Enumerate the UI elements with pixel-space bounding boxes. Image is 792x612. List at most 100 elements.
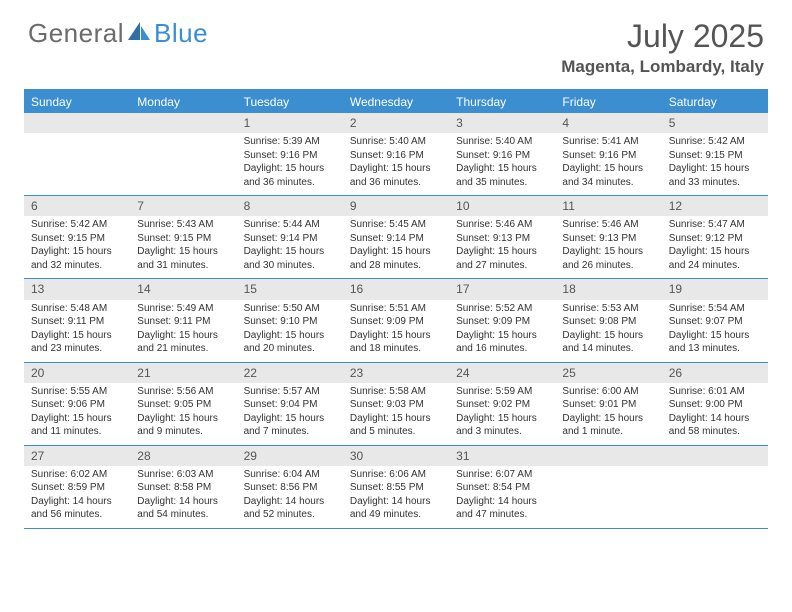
day-line: Sunset: 9:16 PM (456, 149, 548, 163)
day-line: Sunset: 9:13 PM (456, 232, 548, 246)
day-line: Daylight: 15 hours (244, 329, 336, 343)
day-number: 30 (343, 446, 449, 466)
day-line: Sunset: 8:54 PM (456, 481, 548, 495)
day-line: Sunrise: 5:43 AM (137, 218, 229, 232)
day-text: Sunrise: 6:00 AMSunset: 9:01 PMDaylight:… (555, 383, 661, 445)
day-line: Sunrise: 5:42 AM (31, 218, 123, 232)
day-line: Sunset: 9:15 PM (31, 232, 123, 246)
day-number (24, 113, 130, 133)
header: General Blue July 2025 Magenta, Lombardy… (0, 0, 792, 85)
calendar-cell (555, 446, 661, 528)
calendar-cell: 7Sunrise: 5:43 AMSunset: 9:15 PMDaylight… (130, 196, 236, 278)
calendar-cell: 26Sunrise: 6:01 AMSunset: 9:00 PMDayligh… (662, 363, 768, 445)
calendar-cell: 5Sunrise: 5:42 AMSunset: 9:15 PMDaylight… (662, 113, 768, 195)
day-line: Sunset: 8:56 PM (244, 481, 336, 495)
page-title: July 2025 (561, 18, 764, 55)
calendar-cell: 27Sunrise: 6:02 AMSunset: 8:59 PMDayligh… (24, 446, 130, 528)
day-number: 26 (662, 363, 768, 383)
day-line: Sunrise: 6:00 AM (562, 385, 654, 399)
day-line: and 32 minutes. (31, 259, 123, 273)
calendar-cell: 29Sunrise: 6:04 AMSunset: 8:56 PMDayligh… (237, 446, 343, 528)
day-line: and 7 minutes. (244, 425, 336, 439)
day-line: Sunset: 9:11 PM (31, 315, 123, 329)
calendar-cell: 6Sunrise: 5:42 AMSunset: 9:15 PMDaylight… (24, 196, 130, 278)
day-line: Sunrise: 6:01 AM (669, 385, 761, 399)
day-line: and 1 minute. (562, 425, 654, 439)
day-line: and 34 minutes. (562, 176, 654, 190)
calendar-cell: 15Sunrise: 5:50 AMSunset: 9:10 PMDayligh… (237, 279, 343, 361)
day-number: 16 (343, 279, 449, 299)
day-line: Daylight: 15 hours (137, 412, 229, 426)
day-line: Sunset: 9:04 PM (244, 398, 336, 412)
dayhead-wed: Wednesday (343, 91, 449, 113)
day-number: 1 (237, 113, 343, 133)
calendar-body: 1Sunrise: 5:39 AMSunset: 9:16 PMDaylight… (24, 113, 768, 529)
day-text: Sunrise: 5:42 AMSunset: 9:15 PMDaylight:… (24, 216, 130, 278)
day-number: 24 (449, 363, 555, 383)
day-number: 19 (662, 279, 768, 299)
day-line: Daylight: 14 hours (669, 412, 761, 426)
day-number: 18 (555, 279, 661, 299)
day-line: Sunrise: 5:58 AM (350, 385, 442, 399)
day-line: Sunset: 9:05 PM (137, 398, 229, 412)
day-line: and 30 minutes. (244, 259, 336, 273)
day-text (662, 466, 768, 524)
day-number: 25 (555, 363, 661, 383)
day-line: Sunrise: 5:49 AM (137, 302, 229, 316)
calendar-week: 1Sunrise: 5:39 AMSunset: 9:16 PMDaylight… (24, 113, 768, 196)
day-line: Sunrise: 6:02 AM (31, 468, 123, 482)
day-text: Sunrise: 6:07 AMSunset: 8:54 PMDaylight:… (449, 466, 555, 528)
calendar-cell: 24Sunrise: 5:59 AMSunset: 9:02 PMDayligh… (449, 363, 555, 445)
day-text: Sunrise: 6:03 AMSunset: 8:58 PMDaylight:… (130, 466, 236, 528)
day-line: Sunset: 9:07 PM (669, 315, 761, 329)
calendar-cell: 18Sunrise: 5:53 AMSunset: 9:08 PMDayligh… (555, 279, 661, 361)
day-line: Daylight: 15 hours (31, 245, 123, 259)
day-line: and 23 minutes. (31, 342, 123, 356)
day-number: 17 (449, 279, 555, 299)
day-text: Sunrise: 5:45 AMSunset: 9:14 PMDaylight:… (343, 216, 449, 278)
day-line: Sunset: 9:10 PM (244, 315, 336, 329)
calendar-cell: 30Sunrise: 6:06 AMSunset: 8:55 PMDayligh… (343, 446, 449, 528)
day-line: Daylight: 15 hours (31, 329, 123, 343)
day-number: 21 (130, 363, 236, 383)
day-line: Sunset: 9:02 PM (456, 398, 548, 412)
day-line: Sunrise: 5:46 AM (456, 218, 548, 232)
sail-icon (126, 20, 152, 47)
calendar-cell: 22Sunrise: 5:57 AMSunset: 9:04 PMDayligh… (237, 363, 343, 445)
day-line: Daylight: 15 hours (562, 245, 654, 259)
day-line: Sunrise: 6:03 AM (137, 468, 229, 482)
day-text: Sunrise: 6:01 AMSunset: 9:00 PMDaylight:… (662, 383, 768, 445)
day-line: and 18 minutes. (350, 342, 442, 356)
day-line: and 3 minutes. (456, 425, 548, 439)
day-line: Sunset: 9:13 PM (562, 232, 654, 246)
dayhead-thu: Thursday (449, 91, 555, 113)
day-line: and 35 minutes. (456, 176, 548, 190)
calendar-head-row: Sunday Monday Tuesday Wednesday Thursday… (24, 91, 768, 113)
day-text: Sunrise: 5:41 AMSunset: 9:16 PMDaylight:… (555, 133, 661, 195)
day-number: 3 (449, 113, 555, 133)
calendar-cell: 21Sunrise: 5:56 AMSunset: 9:05 PMDayligh… (130, 363, 236, 445)
day-line: Daylight: 14 hours (244, 495, 336, 509)
day-text: Sunrise: 6:02 AMSunset: 8:59 PMDaylight:… (24, 466, 130, 528)
day-line: and 13 minutes. (669, 342, 761, 356)
day-line: and 24 minutes. (669, 259, 761, 273)
calendar: Sunday Monday Tuesday Wednesday Thursday… (24, 89, 768, 529)
day-line: and 58 minutes. (669, 425, 761, 439)
day-line: Sunrise: 5:47 AM (669, 218, 761, 232)
day-line: Sunrise: 5:51 AM (350, 302, 442, 316)
day-text: Sunrise: 5:47 AMSunset: 9:12 PMDaylight:… (662, 216, 768, 278)
day-line: Daylight: 15 hours (350, 245, 442, 259)
title-block: July 2025 Magenta, Lombardy, Italy (561, 18, 764, 77)
day-line: and 27 minutes. (456, 259, 548, 273)
day-line: and 56 minutes. (31, 508, 123, 522)
day-text: Sunrise: 5:43 AMSunset: 9:15 PMDaylight:… (130, 216, 236, 278)
calendar-cell (662, 446, 768, 528)
day-line: Daylight: 14 hours (350, 495, 442, 509)
day-line: Sunrise: 5:46 AM (562, 218, 654, 232)
dayhead-fri: Friday (555, 91, 661, 113)
day-line: Daylight: 14 hours (456, 495, 548, 509)
day-line: and 28 minutes. (350, 259, 442, 273)
calendar-cell: 20Sunrise: 5:55 AMSunset: 9:06 PMDayligh… (24, 363, 130, 445)
day-number: 29 (237, 446, 343, 466)
day-line: and 5 minutes. (350, 425, 442, 439)
